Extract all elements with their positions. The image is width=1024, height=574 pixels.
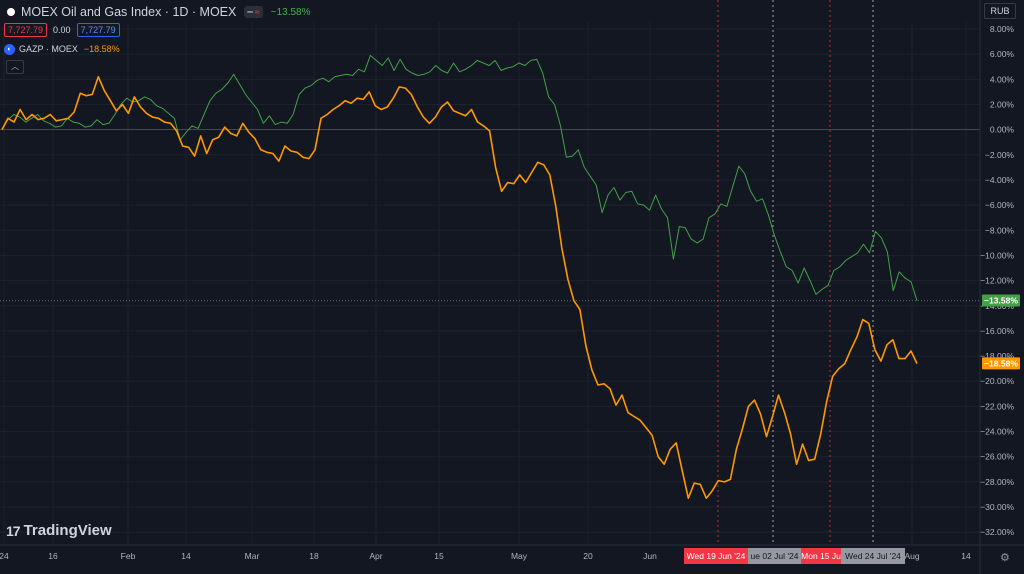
price-row: 7,727.79 0.00 7,727.79	[4, 23, 120, 37]
last-value-text: −13.58%	[984, 295, 1018, 305]
y-tick-label: −16.00%	[980, 326, 1014, 336]
x-tick-label: 16	[48, 551, 58, 561]
collapse-legend-button[interactable]: ︿	[6, 60, 24, 74]
series-line-gazp	[1, 76, 918, 500]
y-tick-label: −28.00%	[980, 477, 1014, 487]
y-tick-label: −20.00%	[980, 376, 1014, 386]
y-tick-label: −22.00%	[980, 401, 1014, 411]
x-tick-label: 14	[961, 551, 971, 561]
interval-toggle-button[interactable]: ━ ≈	[244, 6, 263, 18]
tradingview-mark-icon: 17	[6, 522, 21, 539]
gear-icon[interactable]: ⚙	[1000, 552, 1010, 564]
y-tick-label: −24.00%	[980, 427, 1014, 437]
y-tick-label: 4.00%	[990, 74, 1015, 84]
compare-change-value: −18.58%	[83, 44, 120, 54]
legend-main: MOEX Oil and Gas Index · 1D · MOEX ━ ≈ −…	[4, 4, 311, 20]
y-tick-label: −30.00%	[980, 502, 1014, 512]
chevron-up-icon: ︿	[11, 62, 19, 71]
ask-price-box[interactable]: 7,727.79	[76, 23, 120, 37]
x-tick-label: Aug	[904, 551, 919, 561]
x-tick-label: 14	[181, 551, 191, 561]
x-tick-label: Mar	[245, 551, 260, 561]
x-tick-label: 24	[0, 551, 9, 561]
x-tick-label: Jun	[643, 551, 657, 561]
date-badge-text: Wed 24 Jul '24	[845, 551, 901, 561]
approx-label: ≈	[254, 7, 260, 17]
y-tick-label: −26.00%	[980, 452, 1014, 462]
x-tick-label: 18	[309, 551, 319, 561]
x-tick-label: Feb	[121, 551, 136, 561]
y-tick-label: −18.00%	[980, 351, 1014, 361]
compare-legend: ◐ GAZP · MOEX −18.58%	[4, 42, 120, 56]
y-tick-label: 2.00%	[990, 99, 1015, 109]
date-badge-text: Wed 19 Jun '24	[687, 551, 746, 561]
spread-value: 0.00	[53, 25, 71, 35]
x-tick-label: Apr	[369, 551, 382, 561]
date-badge	[801, 548, 841, 564]
x-tick-label: 20	[583, 551, 593, 561]
symbol-dot-icon	[7, 8, 15, 16]
symbol-title[interactable]: MOEX Oil and Gas Index · 1D · MOEX	[21, 5, 237, 19]
y-tick-label: 0.00%	[990, 125, 1015, 135]
x-tick-label: May	[511, 551, 528, 561]
index-change-value: −13.58%	[270, 6, 311, 18]
tradingview-logo[interactable]: 17 TradingView	[6, 522, 112, 539]
date-badge	[841, 548, 905, 564]
y-tick-label: −10.00%	[980, 250, 1014, 260]
bid-price-box[interactable]: 7,727.79	[4, 23, 48, 37]
last-value-badge	[982, 357, 1020, 370]
y-tick-label: 6.00%	[990, 49, 1015, 59]
y-tick-label: −6.00%	[985, 200, 1015, 210]
y-tick-label: 8.00%	[990, 24, 1015, 34]
x-tick-label: 15	[434, 551, 444, 561]
y-tick-label: −32.00%	[980, 527, 1014, 537]
last-value-badge	[982, 294, 1020, 307]
y-tick-label: −8.00%	[985, 225, 1015, 235]
minus-icon: ━	[247, 6, 253, 17]
date-badge-text: ue 02 Jul '24	[751, 551, 799, 561]
y-tick-label: −12.00%	[980, 276, 1014, 286]
date-badge-text: Mon 15 Ju	[801, 551, 841, 561]
last-value-text: −18.58%	[984, 358, 1018, 368]
date-badge	[684, 548, 748, 564]
y-tick-label: −2.00%	[985, 150, 1015, 160]
compare-symbol-label[interactable]: GAZP · MOEX	[19, 44, 78, 54]
series-line-index	[1, 54, 918, 301]
date-badge	[748, 548, 801, 564]
logo-text: TradingView	[23, 522, 112, 539]
currency-button[interactable]: RUB	[984, 3, 1016, 19]
gazp-logo-icon: ◐	[4, 43, 15, 55]
y-tick-label: −4.00%	[985, 175, 1015, 185]
